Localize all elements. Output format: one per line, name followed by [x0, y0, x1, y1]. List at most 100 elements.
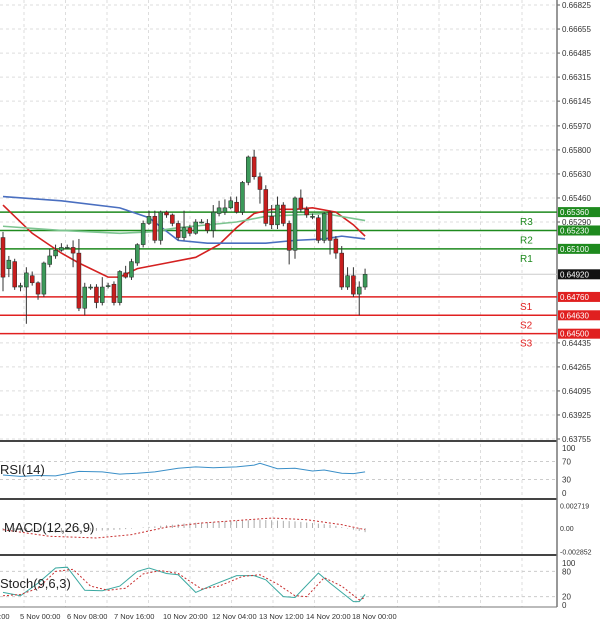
- candle: [351, 275, 356, 295]
- moving-average-line-1: [2, 195, 366, 245]
- level-label-S1: S1: [520, 302, 533, 313]
- candle: [117, 271, 123, 303]
- level-price-box: [558, 310, 600, 321]
- candle: [6, 259, 12, 269]
- candle: [222, 207, 228, 213]
- level-price-box: [558, 243, 600, 254]
- candle: [234, 201, 239, 213]
- macd-tick-label: 0.002719: [560, 503, 589, 510]
- price-tick-label: 0.63925: [562, 411, 591, 420]
- candle: [240, 182, 245, 213]
- current-price-box: [558, 269, 600, 280]
- level-label-R2: R2: [520, 235, 533, 246]
- candle: [82, 286, 88, 309]
- candle: [298, 197, 304, 210]
- price-tick-label: 0.66655: [562, 25, 591, 34]
- stoch-tick-label: 20: [562, 593, 571, 602]
- price-tick-label: 0.64435: [562, 339, 591, 348]
- candle: [59, 247, 64, 251]
- candle: [187, 227, 193, 234]
- time-axis-label: 18 Nov 00:00: [352, 612, 397, 621]
- candle: [257, 176, 263, 190]
- candle: [140, 223, 146, 245]
- candle: [321, 213, 327, 241]
- time-axis-label: 10 Nov 20:00: [163, 612, 208, 621]
- time-axis-label: 5 Nov 00:00: [20, 612, 60, 621]
- price-tick-label: 0.66485: [562, 49, 591, 58]
- candle: [70, 247, 76, 254]
- candle: [24, 272, 29, 288]
- candle: [170, 214, 175, 224]
- macd-title: MACD(12,26,9): [4, 520, 95, 535]
- candle: [210, 211, 216, 231]
- candle: [64, 247, 70, 249]
- level-price-box: [558, 225, 600, 236]
- level-label-R1: R1: [520, 254, 533, 265]
- candle: [310, 216, 315, 218]
- level-label-S3: S3: [520, 339, 533, 350]
- candle: [193, 221, 198, 234]
- candle: [281, 204, 286, 224]
- price-tick-label: 0.64095: [562, 387, 591, 396]
- candle: [339, 252, 344, 288]
- time-axis-label: 14 Nov 20:00: [306, 612, 351, 621]
- candle: [18, 285, 23, 288]
- macd-tick-label: 0.00: [560, 526, 574, 533]
- price-tick-label: 0.66315: [562, 73, 591, 82]
- candle: [263, 189, 269, 224]
- candle: [76, 252, 82, 309]
- level-price-label: 0.64760: [560, 293, 589, 302]
- time-axis-label: 7 Nov 16:00: [114, 612, 154, 621]
- level-price-label: 0.64630: [560, 311, 589, 320]
- stoch-main-line: [2, 566, 366, 603]
- candle: [100, 286, 105, 303]
- rsi-tick-label: 100: [562, 444, 576, 453]
- price-tick-label: 0.65970: [562, 122, 591, 131]
- stoch-tick-label: 100: [562, 559, 576, 568]
- candle: [216, 207, 222, 214]
- level-price-label: 0.65230: [560, 226, 589, 235]
- rsi-tick-label: 30: [562, 476, 571, 485]
- price-tick-label: 0.65460: [562, 194, 591, 203]
- candle: [29, 275, 35, 284]
- stoch-tick-label: 80: [562, 567, 571, 576]
- candle: [123, 272, 128, 278]
- macd-tick-label: -0.002852: [560, 550, 592, 557]
- price-tick-label: 0.63755: [562, 435, 591, 444]
- candle: [251, 156, 257, 178]
- candle: [327, 211, 333, 241]
- level-price-label: 0.65100: [560, 245, 589, 254]
- price-tick-label: 0.64265: [562, 363, 591, 372]
- candle: [47, 255, 52, 265]
- candle: [275, 204, 280, 226]
- candle: [246, 156, 251, 183]
- candle: [316, 217, 321, 241]
- candle: [35, 282, 41, 295]
- candle: [129, 261, 134, 278]
- candle: [205, 223, 210, 231]
- candle: [362, 274, 368, 288]
- candle: [164, 211, 169, 216]
- stoch-title: Stoch(9,6,3): [0, 576, 71, 591]
- level-price-label: 0.64500: [560, 330, 589, 339]
- candle: [105, 285, 111, 287]
- candle: [94, 286, 99, 303]
- candle: [181, 227, 187, 238]
- candle: [333, 238, 339, 254]
- candle: [175, 223, 181, 238]
- candle: [53, 250, 58, 257]
- rsi-tick-label: 70: [562, 458, 571, 467]
- candle: [345, 275, 350, 288]
- candle: [12, 261, 17, 288]
- candle: [292, 197, 298, 251]
- price-tick-label: 0.66145: [562, 97, 591, 106]
- candle: [111, 283, 117, 303]
- level-price-box: [558, 328, 600, 339]
- time-axis-label: 12 Nov 04:00: [212, 612, 257, 621]
- rsi-title: RSI(14): [0, 462, 45, 477]
- level-label-S2: S2: [520, 320, 533, 331]
- level-price-box: [558, 291, 600, 302]
- time-axis-label: 6 Nov 08:00: [67, 612, 107, 621]
